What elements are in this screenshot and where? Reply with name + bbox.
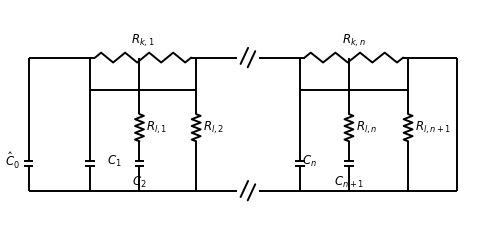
Text: $R_{k,1}$: $R_{k,1}$ — [132, 32, 155, 49]
Text: $C_n$: $C_n$ — [302, 154, 317, 169]
Text: $\hat{C}_0$: $\hat{C}_0$ — [4, 151, 20, 171]
Text: $C_2$: $C_2$ — [132, 174, 147, 189]
Text: $R_{l,n+1}$: $R_{l,n+1}$ — [415, 119, 452, 136]
Text: $C_{n+1}$: $C_{n+1}$ — [334, 174, 364, 189]
Text: $C_1$: $C_1$ — [108, 154, 122, 169]
Text: $R_{k,n}$: $R_{k,n}$ — [342, 32, 366, 49]
Text: $R_{l,2}$: $R_{l,2}$ — [203, 119, 224, 136]
Text: $R_{l,1}$: $R_{l,1}$ — [146, 119, 168, 136]
Text: $R_{l,n}$: $R_{l,n}$ — [356, 119, 377, 136]
